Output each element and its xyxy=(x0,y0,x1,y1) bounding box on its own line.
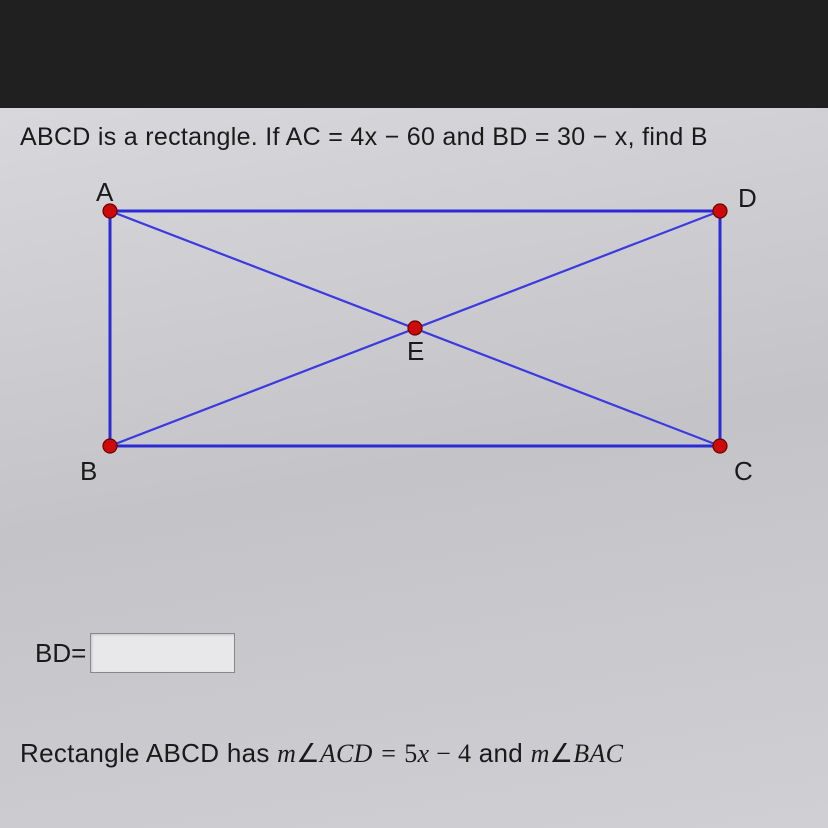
m1: m xyxy=(277,739,296,768)
answer-row: BD= xyxy=(35,633,235,673)
problem-1-text: ABCD is a rectangle. If AC = 4x − 60 and… xyxy=(20,123,708,152)
bd-answer-input[interactable] xyxy=(90,633,235,673)
rhs-num-1: 5 xyxy=(404,739,417,768)
svg-text:A: A xyxy=(96,183,114,207)
problem-2-prefix: Rectangle ABCD has xyxy=(20,738,277,768)
answer-label: BD= xyxy=(35,638,86,669)
rhs-rest-1: − 4 xyxy=(429,739,471,768)
svg-text:D: D xyxy=(738,183,757,213)
eq1: = xyxy=(373,739,404,768)
problem-2-text: Rectangle ABCD has m∠ACD = 5x − 4 and m∠… xyxy=(20,738,623,769)
rhs-var-1: x xyxy=(418,739,430,768)
rectangle-diagram: A D B C E xyxy=(60,183,760,513)
angle-letters-1: ACD xyxy=(320,739,373,768)
svg-text:E: E xyxy=(407,336,424,366)
svg-text:C: C xyxy=(734,456,753,486)
svg-text:B: B xyxy=(80,456,97,486)
angle-symbol-2: ∠ xyxy=(550,739,574,768)
and-text: and xyxy=(471,738,530,768)
m2: m xyxy=(531,739,550,768)
angle-symbol-1: ∠ xyxy=(296,739,320,768)
content-area: ABCD is a rectangle. If AC = 4x − 60 and… xyxy=(0,108,828,828)
angle-letters-2: BAC xyxy=(573,739,623,768)
